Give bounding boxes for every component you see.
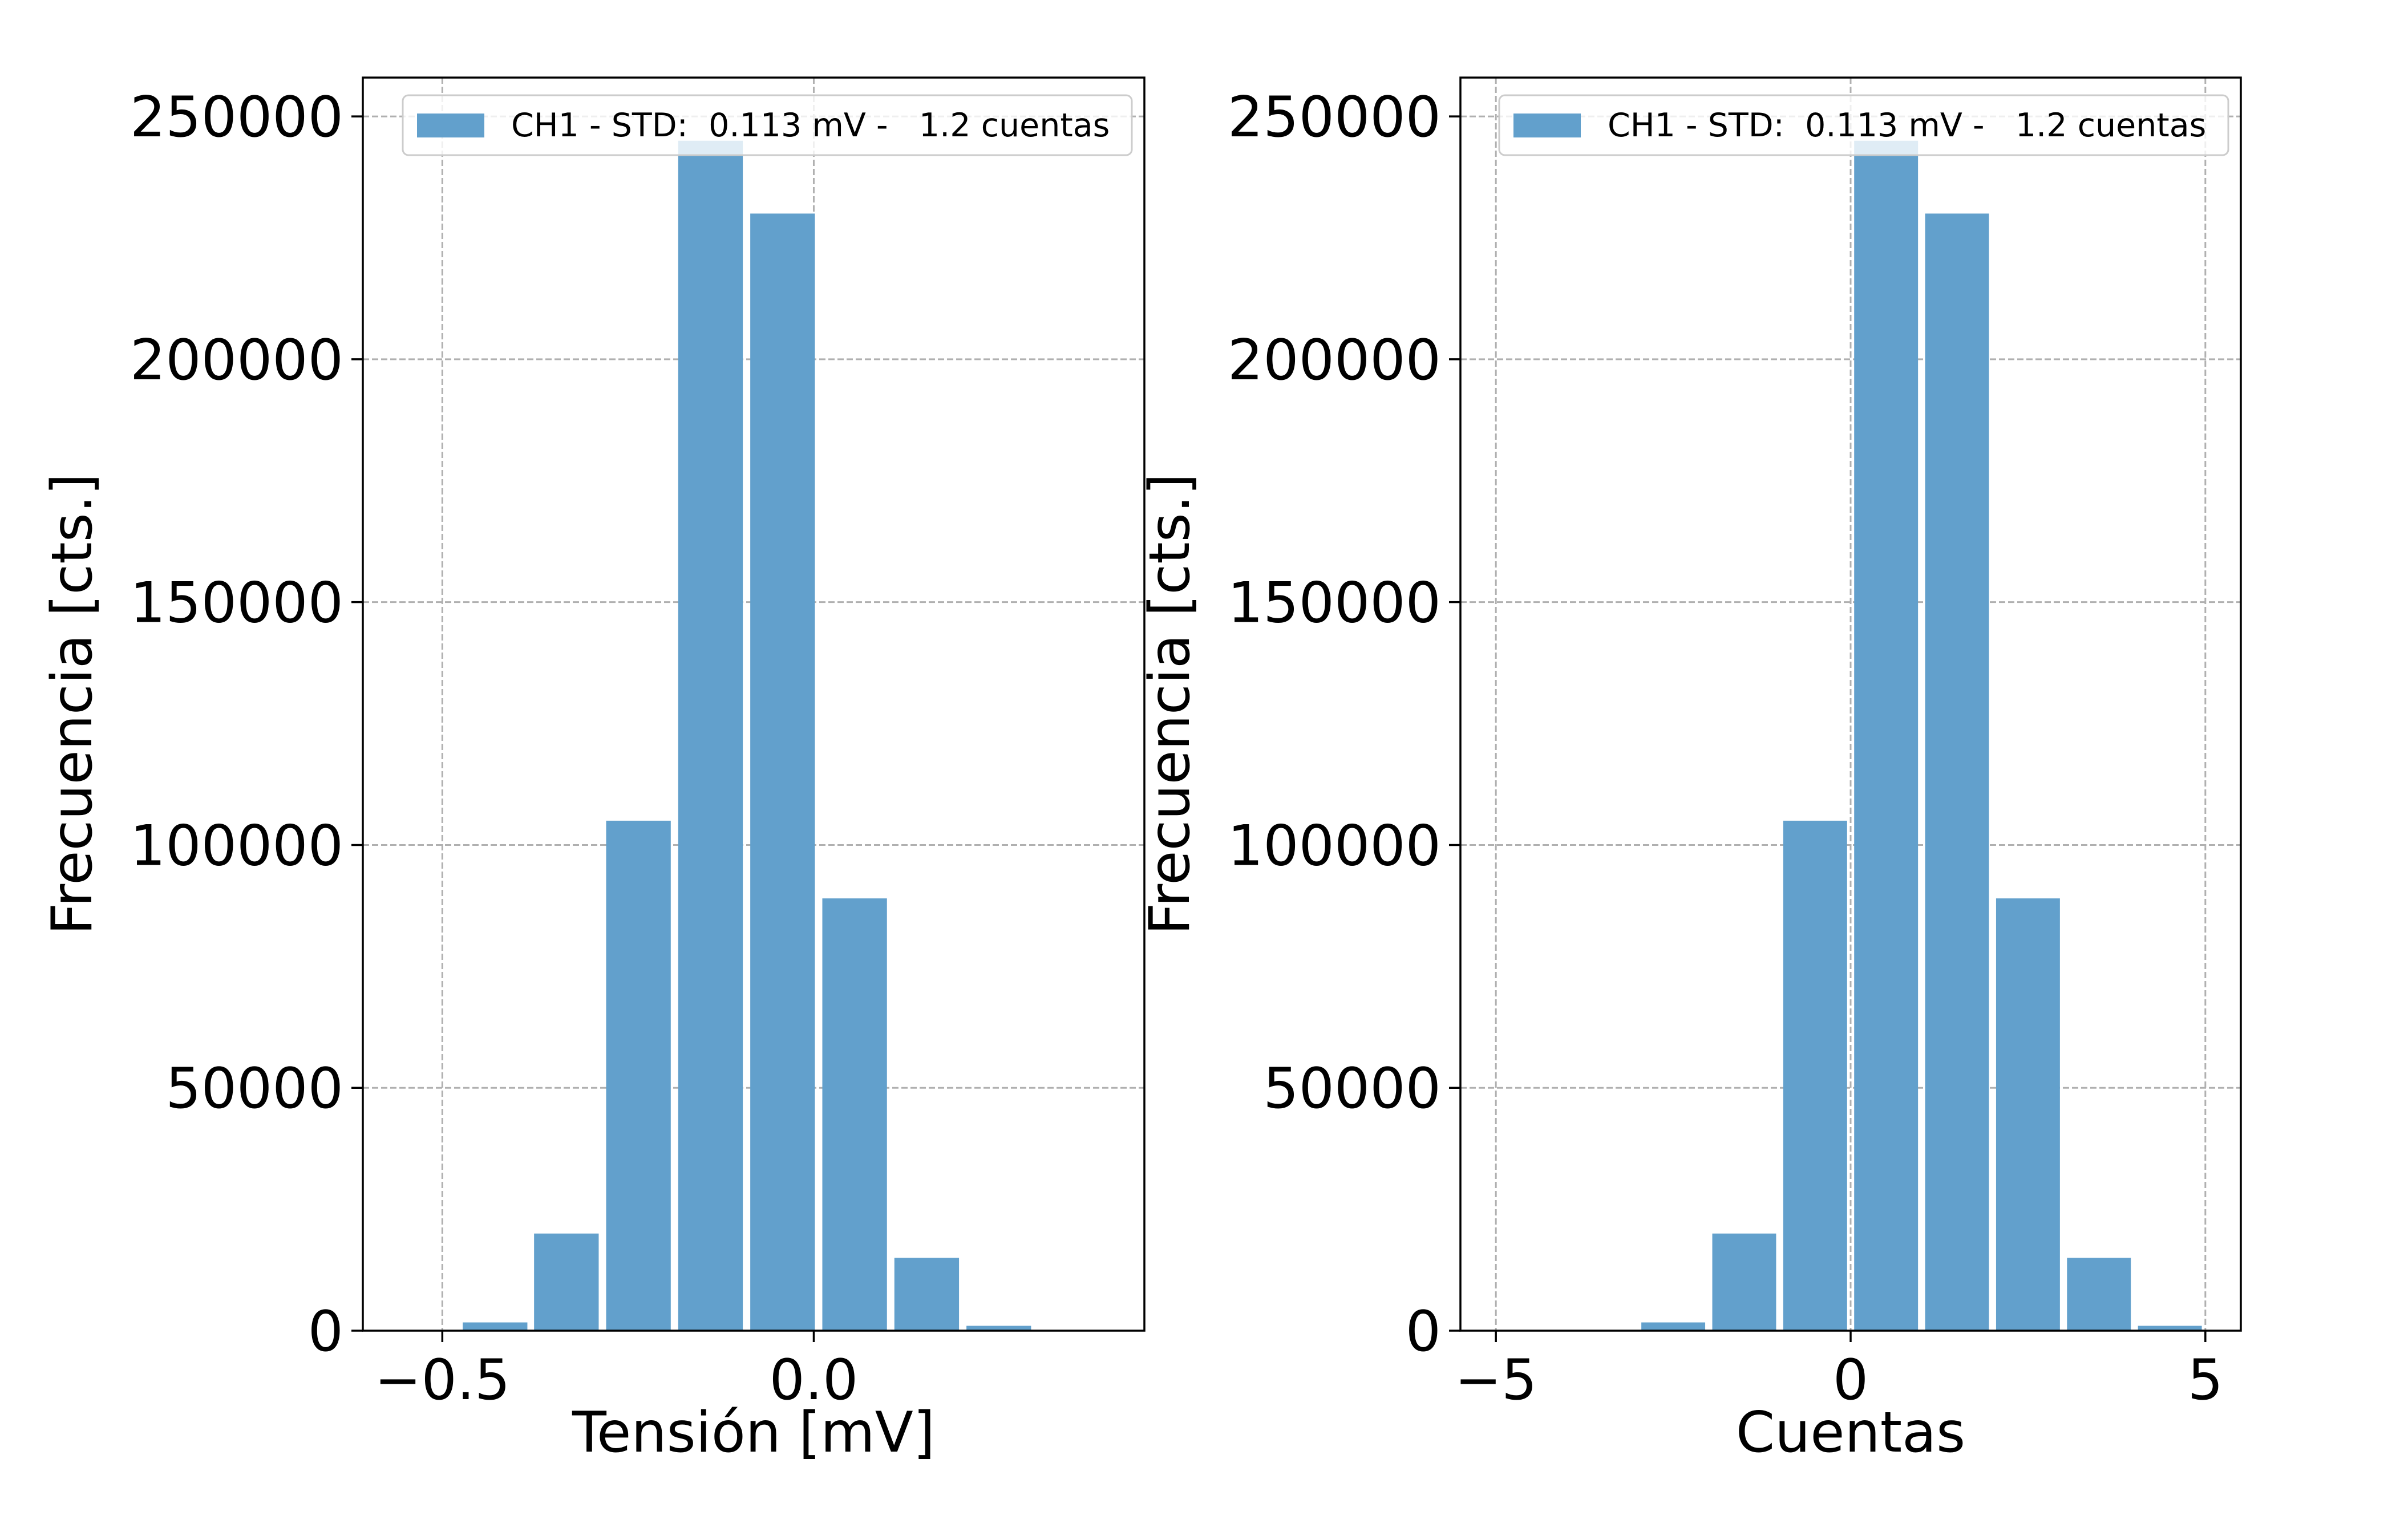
histogram-bar [2067, 1258, 2131, 1331]
histogram-bar [822, 898, 887, 1331]
histogram-bar [1712, 1233, 1776, 1331]
histogram-bar [606, 820, 671, 1331]
y-tick-label: 250000 [130, 85, 343, 150]
histogram-bar [463, 1322, 528, 1331]
legend-entry: CH1 - STD: 0.113 mV - 1.2 cuentas [511, 107, 1110, 144]
legend-box [402, 94, 1133, 156]
x-tick-label: 0.0 [770, 1348, 859, 1413]
voltage-histogram: −0.5 0.0 0 50000 100000 150000 200000 250000 Ten… [40, 76, 1146, 1465]
y-tick-label: 50000 [165, 1056, 343, 1121]
histogram-bar [2138, 1326, 2202, 1331]
legend-box [1498, 94, 2229, 156]
legend-swatch [417, 114, 484, 137]
bar-series [1641, 140, 2202, 1331]
legend: CH1 - STD: 0.113 mV - 1.2 cuentas [1498, 94, 2229, 156]
x-tick-label: 0 [1833, 1348, 1868, 1413]
y-tick-label: 150000 [130, 571, 343, 636]
x-tick-label: 5 [2188, 1348, 2223, 1413]
histogram-bar [1925, 213, 1989, 1331]
histogram-bar [678, 140, 743, 1331]
histogram-bar [966, 1326, 1031, 1331]
y-tick-label: 200000 [1228, 328, 1441, 393]
histogram-bar [1996, 898, 2060, 1331]
histogram-bar [1854, 140, 1919, 1331]
y-axis-label: Frecuencia [cts.] [1138, 473, 1203, 935]
histogram-bar [750, 213, 815, 1331]
y-tick-label: 50000 [1263, 1056, 1441, 1121]
y-tick-label: 0 [308, 1299, 343, 1364]
histogram-bar [1783, 820, 1847, 1331]
y-tick-label: 200000 [130, 328, 343, 393]
y-tick-label: 150000 [1228, 571, 1441, 636]
histogram-bar [894, 1258, 960, 1331]
x-tick-label: −0.5 [374, 1348, 510, 1413]
y-tick-label: 100000 [130, 813, 343, 878]
bar-series [463, 140, 1031, 1331]
legend-swatch [1513, 114, 1581, 137]
y-tick-label: 0 [1406, 1299, 1441, 1364]
histogram-bar [534, 1233, 599, 1331]
y-tick-label: 250000 [1228, 85, 1441, 150]
histogram-bar [1641, 1322, 1706, 1331]
y-tick-label: 100000 [1228, 813, 1441, 878]
axes-frame [362, 76, 1146, 1332]
counts-histogram: −5 0 5050000100000150000200000250000Cuenta… [1138, 76, 2242, 1465]
y-axis-label: Frecuencia [cts.] [40, 473, 105, 935]
legend: CH1 - STD: 0.113 mV - 1.2 cuentas [402, 94, 1133, 156]
x-axis-label: Tensión [mV] [572, 1400, 935, 1465]
x-tick-label: −5 [1455, 1348, 1537, 1413]
legend-entry: CH1 - STD: 0.113 mV - 1.2 cuentas [1608, 107, 2206, 144]
x-axis-label: Cuentas [1736, 1400, 1965, 1465]
